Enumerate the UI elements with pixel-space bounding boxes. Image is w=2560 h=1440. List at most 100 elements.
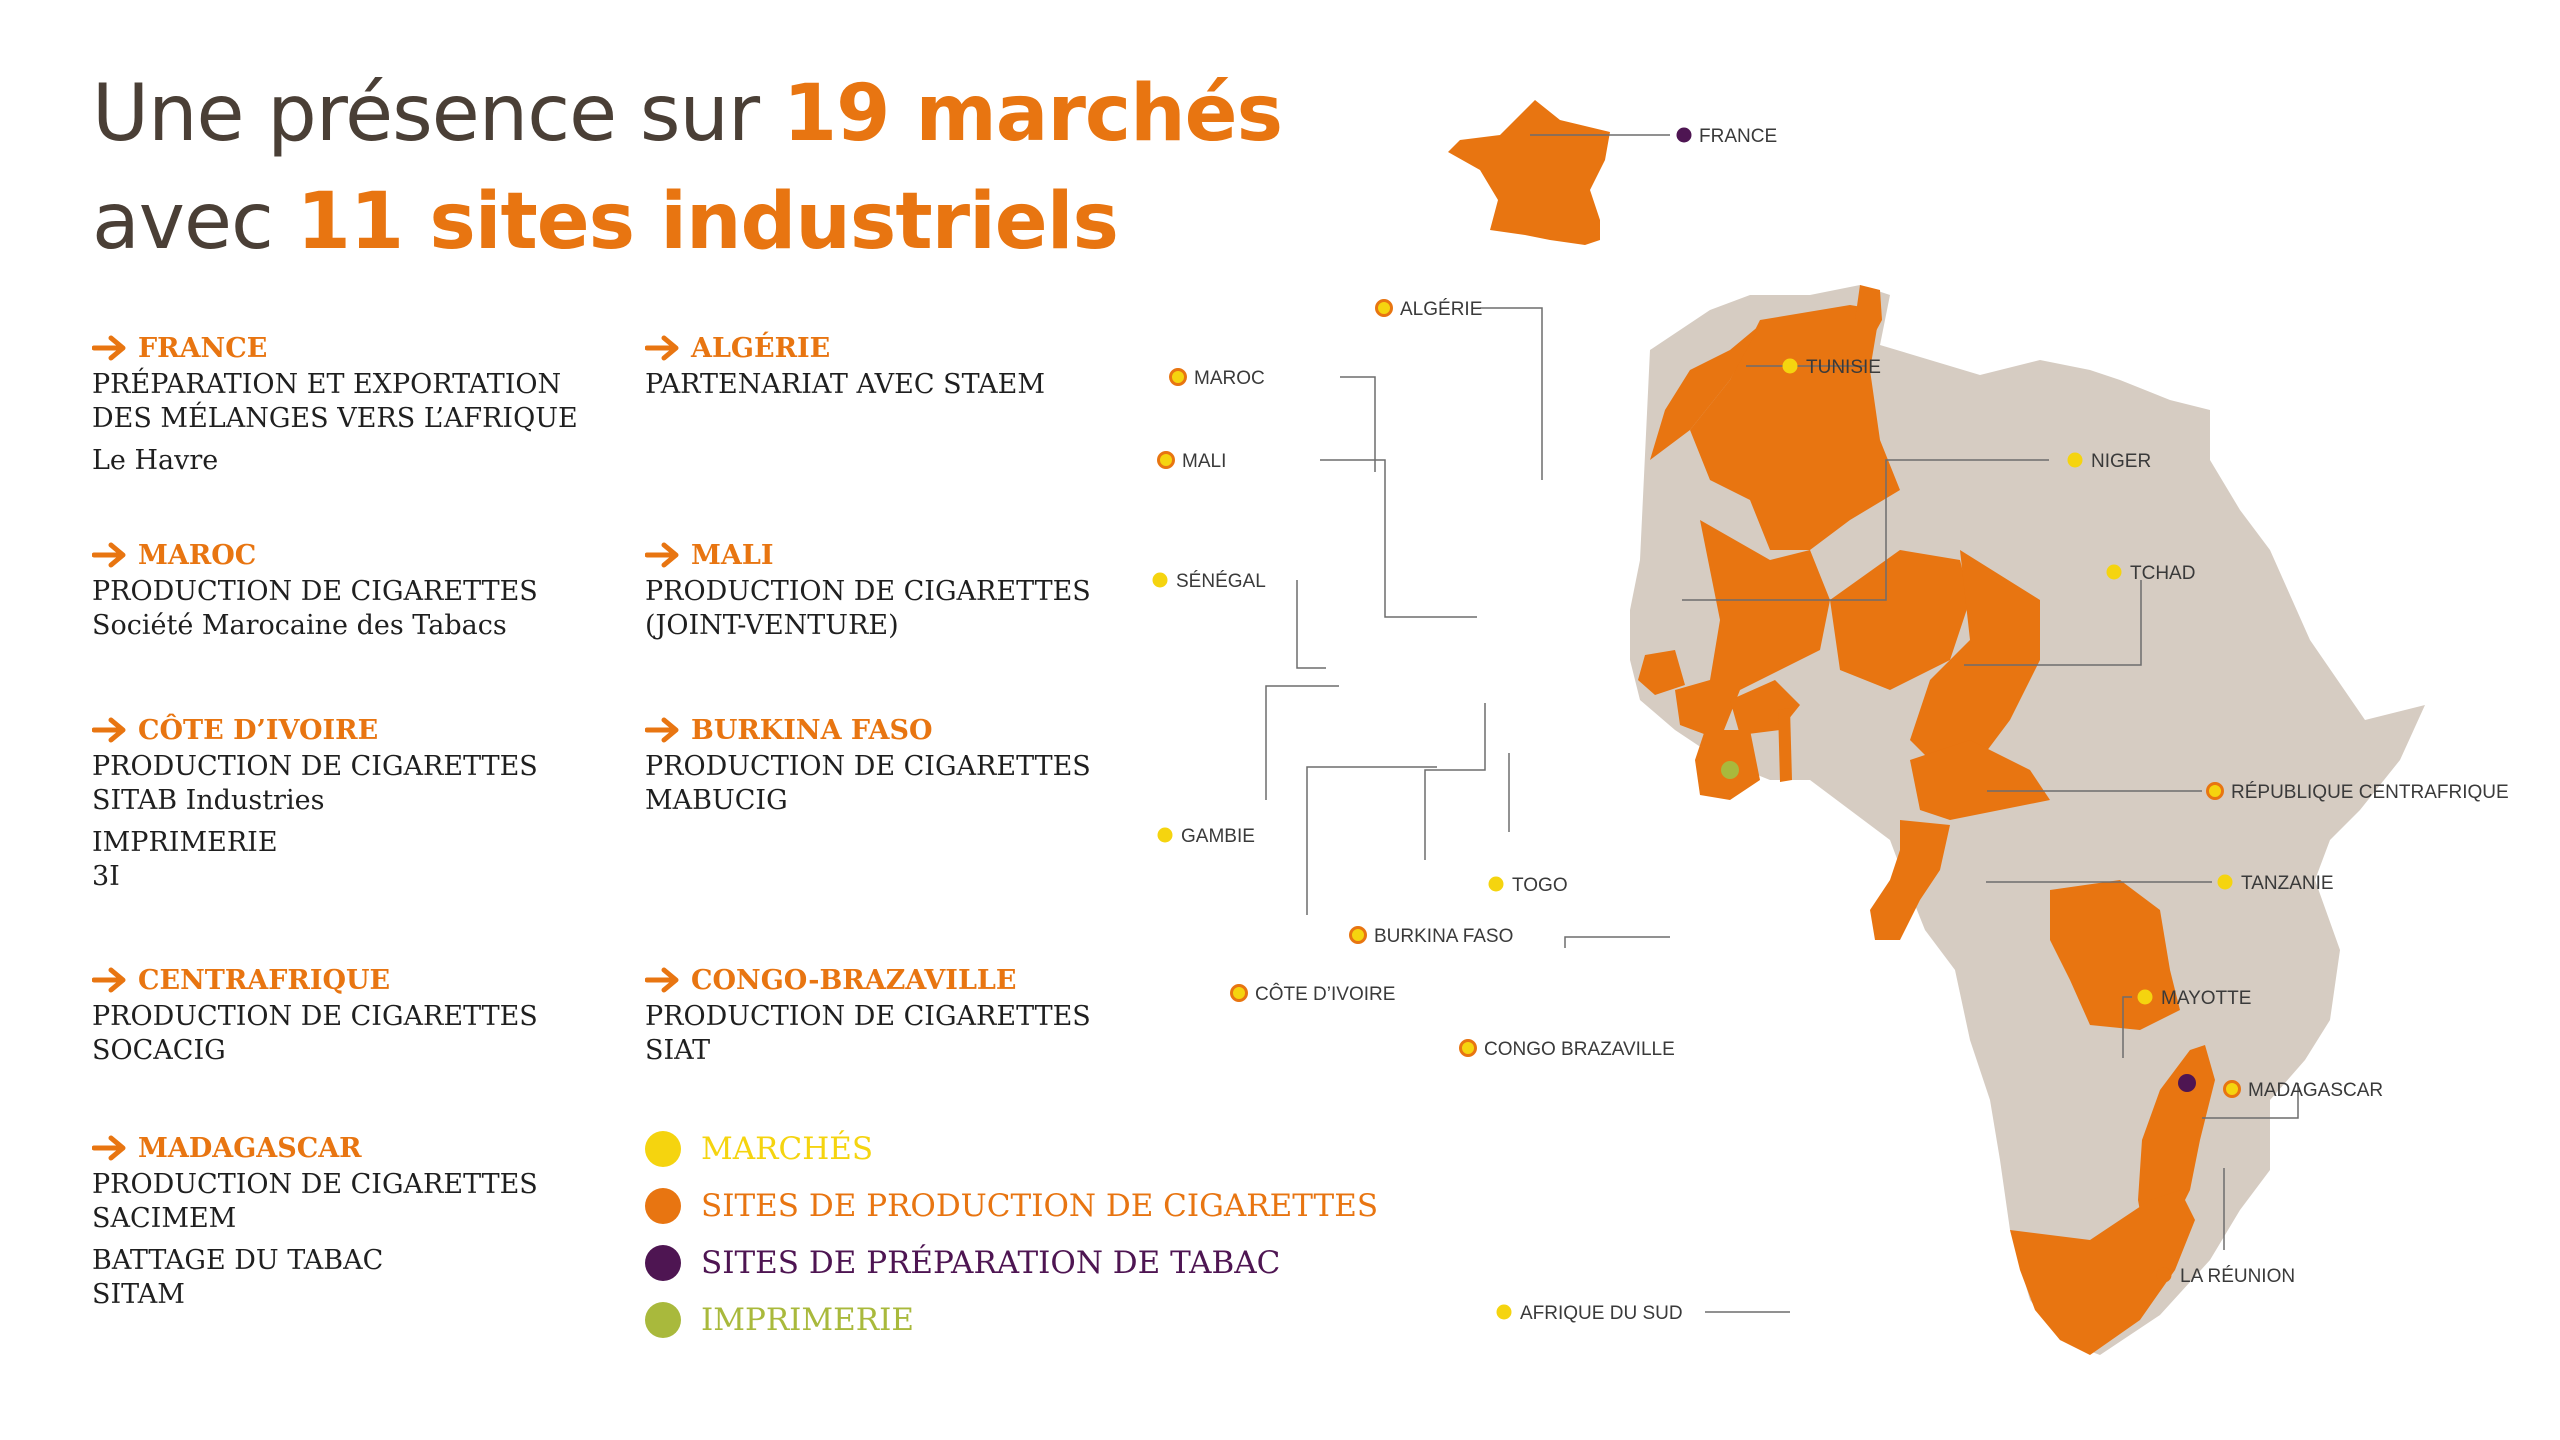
entry-country: CENTRAFRIQUE <box>138 964 391 996</box>
label-maroc: MAROC <box>1194 368 1265 389</box>
entry-site: SITAB Industries <box>92 785 325 816</box>
label-cote-ivoire: CÔTE D’IVOIRE <box>1255 983 1395 1005</box>
entry-activity: PARTENARIAT AVEC STAEM <box>645 369 1045 400</box>
marker-reunion <box>2156 1267 2172 1283</box>
entry-activity: PRODUCTION DE CIGARETTES <box>92 1001 538 1032</box>
marker-togo <box>1488 876 1504 892</box>
legend-label: SITES DE PRODUCTION DE CIGARETTES <box>701 1187 1379 1224</box>
marker-burkina <box>1349 926 1367 944</box>
leader-gambie <box>1265 685 1339 800</box>
marker-senegal <box>1152 572 1168 588</box>
entry-site: Le Havre <box>92 445 219 476</box>
legend-item-imprimerie: IMPRIMERIE <box>645 1291 1378 1348</box>
entry-activity: DES MÉLANGES VERS L’AFRIQUE <box>92 403 578 434</box>
label-burkina: BURKINA FASO <box>1374 926 1513 947</box>
leader-maroc <box>1340 376 1376 472</box>
map-madagascar <box>2138 1045 2215 1240</box>
legend: MARCHÉS SITES DE PRODUCTION DE CIGARETTE… <box>645 1120 1378 1348</box>
entry-site: SACIMEM <box>92 1203 237 1234</box>
marker-tanzanie <box>2217 874 2233 890</box>
headline-part2: avec <box>92 177 297 267</box>
map-senegal <box>1638 650 1685 695</box>
entry-activity: PRODUCTION DE CIGARETTES <box>645 576 1091 607</box>
marker-tchad <box>2106 564 2122 580</box>
entry-cote-ivoire: CÔTE D’IVOIRE PRODUCTION DE CIGARETTES S… <box>92 710 612 894</box>
legend-item-marches: MARCHÉS <box>645 1120 1378 1177</box>
marker-madagascar <box>2223 1080 2241 1098</box>
entry-site: MABUCIG <box>645 785 788 816</box>
entry-country: MADAGASCAR <box>138 1132 362 1164</box>
dot-preparation-madagascar <box>2178 1074 2196 1092</box>
entry-site: SIAT <box>645 1035 711 1066</box>
entry-congo-brazaville: CONGO-BRAZAVILLE PRODUCTION DE CIGARETTE… <box>645 960 1165 1068</box>
label-gambie: GAMBIE <box>1181 826 1255 847</box>
dot-imprimerie-cote-ivoire <box>1721 761 1739 779</box>
legend-dot-yellow <box>645 1130 681 1167</box>
map-rca <box>1910 740 2050 820</box>
label-niger: NIGER <box>2091 451 2151 472</box>
leader-madagascar <box>2202 1083 2299 1119</box>
entry-centrafrique: CENTRAFRIQUE PRODUCTION DE CIGARETTES SO… <box>92 960 612 1068</box>
legend-item-preparation: SITES DE PRÉPARATION DE TABAC <box>645 1234 1378 1291</box>
label-congo: CONGO BRAZAVILLE <box>1484 1039 1675 1060</box>
leader-niger <box>1682 459 2049 601</box>
entry-country: BURKINA FASO <box>691 714 933 746</box>
label-tchad: TCHAD <box>2130 563 2195 584</box>
arrow-right-icon <box>92 717 126 743</box>
marker-algerie <box>1375 299 1393 317</box>
marker-cote-ivoire <box>1230 984 1248 1002</box>
label-algerie: ALGÉRIE <box>1400 299 1482 320</box>
entry-activity: PRODUCTION DE CIGARETTES <box>92 751 538 782</box>
marker-afrique-sud <box>1496 1304 1512 1320</box>
legend-dot-green <box>645 1301 681 1338</box>
entry-site: Société Marocaine des Tabacs <box>92 610 507 641</box>
entry-activity: PRODUCTION DE CIGARETTES <box>645 1001 1091 1032</box>
entry-country: MALI <box>691 539 774 571</box>
marker-niger <box>2067 452 2083 468</box>
label-mali: MALI <box>1182 451 1226 472</box>
label-tunisie: TUNISIE <box>1806 357 1881 378</box>
marker-mali <box>1157 451 1175 469</box>
map-togo <box>1778 708 1792 782</box>
label-togo: TOGO <box>1512 875 1568 896</box>
legend-dot-orange <box>645 1187 681 1224</box>
entry-burkina-faso: BURKINA FASO PRODUCTION DE CIGARETTES MA… <box>645 710 1165 818</box>
label-france: FRANCE <box>1699 126 1777 147</box>
entry-mali: MALI PRODUCTION DE CIGARETTES (JOINT-VEN… <box>645 535 1165 643</box>
africa-map: FRANCE ALGÉRIE MAROC TUNISIE MALI NIGER … <box>1152 100 2509 1355</box>
entry-site: SITAM <box>92 1279 185 1310</box>
marker-congo <box>1459 1039 1477 1057</box>
entry-site: SOCACIG <box>92 1035 226 1066</box>
headline-part1: Une présence sur <box>92 69 783 159</box>
entry-algerie: ALGÉRIE PARTENARIAT AVEC STAEM <box>645 328 1165 402</box>
legend-label: MARCHÉS <box>701 1130 874 1167</box>
map-tunisie <box>1855 285 1882 342</box>
label-rca: RÉPUBLIQUE CENTRAFRIQUE <box>2231 782 2509 803</box>
map-afrique-du-sud <box>2010 1190 2195 1355</box>
entry-activity: IMPRIMERIE <box>92 827 278 858</box>
entry-activity: PRODUCTION DE CIGARETTES <box>92 1169 538 1200</box>
map-france <box>1448 100 1610 245</box>
entry-site: (JOINT-VENTURE) <box>645 610 899 641</box>
arrow-right-icon <box>645 967 679 993</box>
entry-activity: PRODUCTION DE CIGARETTES <box>645 751 1091 782</box>
marker-tunisie <box>1782 358 1798 374</box>
arrow-right-icon <box>92 967 126 993</box>
arrow-right-icon <box>645 717 679 743</box>
leader-congo <box>1564 936 1670 948</box>
legend-item-production: SITES DE PRODUCTION DE CIGARETTES <box>645 1177 1378 1234</box>
entry-france: FRANCE PRÉPARATION ET EXPORTATION DES MÉ… <box>92 328 612 478</box>
legend-label: SITES DE PRÉPARATION DE TABAC <box>701 1244 1281 1281</box>
label-senegal: SÉNÉGAL <box>1176 571 1266 592</box>
entry-country: CÔTE D’IVOIRE <box>138 714 379 746</box>
entry-country: FRANCE <box>138 332 268 364</box>
arrow-right-icon <box>92 542 126 568</box>
leader-mali <box>1320 459 1477 618</box>
legend-label: IMPRIMERIE <box>701 1301 915 1338</box>
entry-madagascar: MADAGASCAR PRODUCTION DE CIGARETTES SACI… <box>92 1128 612 1312</box>
arrow-right-icon <box>645 542 679 568</box>
page-title: Une présence sur 19 marchés avec 11 site… <box>92 60 1283 276</box>
entry-maroc: MAROC PRODUCTION DE CIGARETTES Société M… <box>92 535 612 643</box>
label-reunion: LA RÉUNION <box>2180 1266 2295 1287</box>
marker-mayotte <box>2137 989 2153 1005</box>
